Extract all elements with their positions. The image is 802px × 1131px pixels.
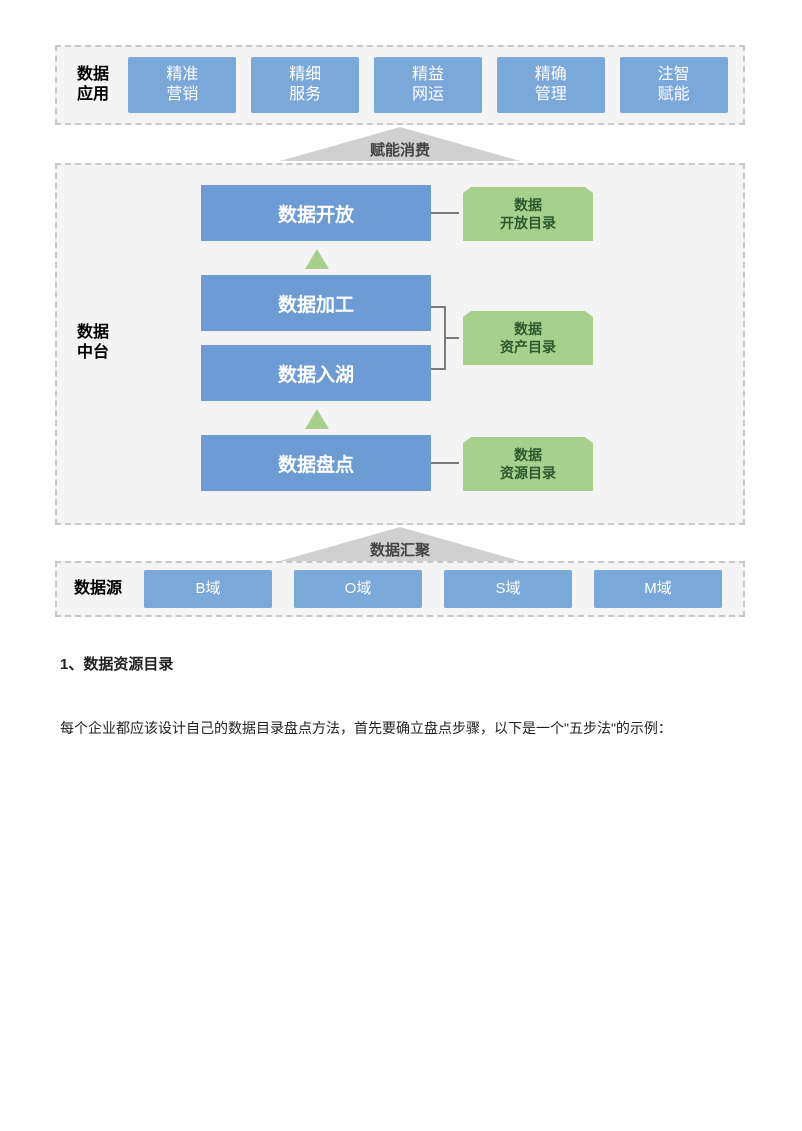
arrow-label: 赋能消费 bbox=[355, 139, 445, 160]
paragraph: 每个企业都应该设计自己的数据目录盘点方法，首先要确立盘点步骤，以下是一个"五步法… bbox=[60, 710, 742, 746]
process-box: 数据加工 bbox=[201, 275, 431, 331]
arrow-up-icon bbox=[305, 249, 329, 269]
app-pill: 精确管理 bbox=[497, 57, 605, 113]
source-pill: B域 bbox=[144, 570, 272, 608]
tag-label: 数据资产目录 bbox=[500, 320, 556, 356]
catalog-tag: 数据资源目录 bbox=[463, 437, 593, 491]
top-items: 精准营销 精细服务 精益网运 精确管理 注智赋能 bbox=[121, 57, 735, 113]
process-box: 数据开放 bbox=[201, 185, 431, 241]
app-pill: 精益网运 bbox=[374, 57, 482, 113]
arrow-label: 数据汇聚 bbox=[355, 539, 445, 560]
architecture-diagram: 数据应用 精准营销 精细服务 精益网运 精确管理 注智赋能 赋能消费 数据中台 … bbox=[55, 45, 745, 615]
data-platform-layer: 数据中台 数据开放 数据加工 数据入湖 数据盘点 数据开放目录 数据资产目录 数… bbox=[55, 163, 745, 525]
process-box: 数据入湖 bbox=[201, 345, 431, 401]
data-application-layer: 数据应用 精准营销 精细服务 精益网运 精确管理 注智赋能 bbox=[55, 45, 745, 125]
connector-line bbox=[431, 457, 459, 469]
platform-content: 数据开放 数据加工 数据入湖 数据盘点 数据开放目录 数据资产目录 数据资源目录 bbox=[121, 173, 735, 515]
arrow-up-icon bbox=[305, 409, 329, 429]
bottom-items: B域 O域 S域 M域 bbox=[131, 570, 735, 608]
app-pill: 注智赋能 bbox=[620, 57, 728, 113]
layer-label: 数据中台 bbox=[65, 323, 121, 363]
tag-label: 数据资源目录 bbox=[500, 446, 556, 482]
source-pill: M域 bbox=[594, 570, 722, 608]
app-pill: 精准营销 bbox=[128, 57, 236, 113]
process-box: 数据盘点 bbox=[201, 435, 431, 491]
layer-label: 数据源 bbox=[65, 579, 131, 599]
text-section: 1、数据资源目录 每个企业都应该设计自己的数据目录盘点方法，首先要确立盘点步骤，… bbox=[55, 653, 747, 746]
source-pill: O域 bbox=[294, 570, 422, 608]
data-source-layer: 数据源 B域 O域 S域 M域 bbox=[55, 561, 745, 617]
catalog-tag: 数据资产目录 bbox=[463, 311, 593, 365]
tag-label: 数据开放目录 bbox=[500, 196, 556, 232]
document-page: 数据应用 精准营销 精细服务 精益网运 精确管理 注智赋能 赋能消费 数据中台 … bbox=[0, 0, 802, 806]
section-heading: 1、数据资源目录 bbox=[60, 653, 742, 674]
app-pill: 精细服务 bbox=[251, 57, 359, 113]
bracket-icon bbox=[431, 303, 459, 373]
connector-line bbox=[431, 207, 459, 219]
layer-label: 数据应用 bbox=[65, 65, 121, 105]
source-pill: S域 bbox=[444, 570, 572, 608]
catalog-tag: 数据开放目录 bbox=[463, 187, 593, 241]
